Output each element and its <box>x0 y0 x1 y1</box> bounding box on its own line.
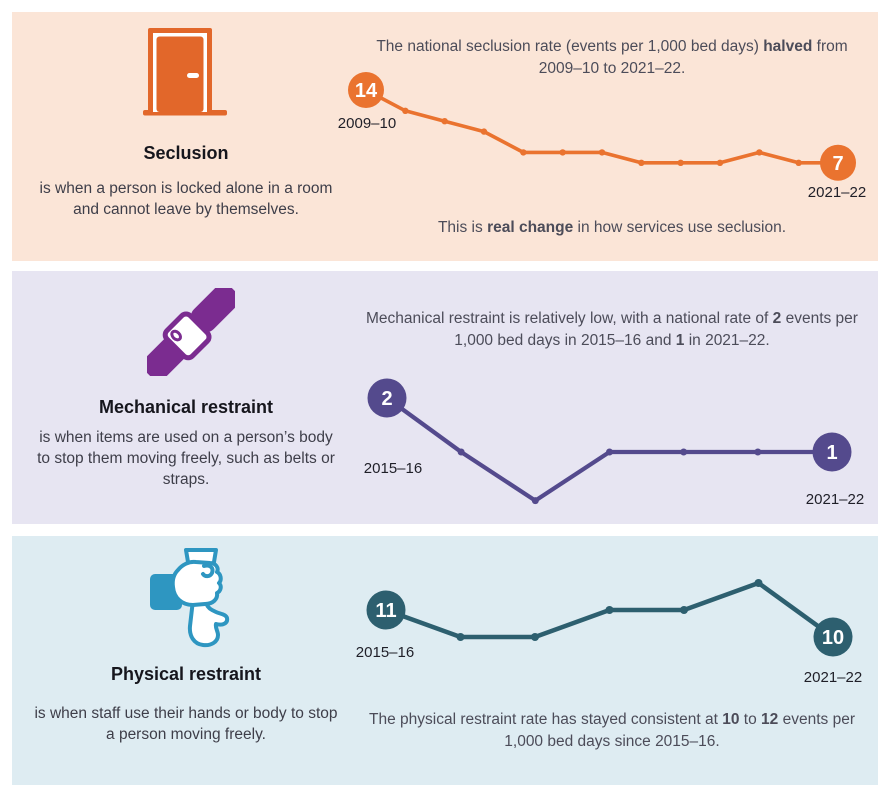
panel-heading: Physical restraint <box>110 664 262 684</box>
panel-heading: Mechanical restraint <box>98 397 274 417</box>
data-point <box>531 497 539 505</box>
physical-restraint-trend-chart: 11 10 2015–16 2021–22 <box>356 579 862 686</box>
panel-description: is when items are used on a person’s bod… <box>37 429 335 488</box>
hand-grip-icon <box>150 548 230 648</box>
data-point <box>441 118 448 125</box>
start-date-label: 2015–16 <box>364 460 422 477</box>
data-point <box>606 448 613 456</box>
panel-description: is when a person is locked alone in a ro… <box>39 180 333 218</box>
data-point <box>638 159 645 166</box>
value-bubble-label: 10 <box>822 627 844 649</box>
data-point <box>456 633 465 641</box>
value-bubble-label: 11 <box>375 600 396 622</box>
data-point <box>680 606 688 614</box>
value-bubble <box>820 144 856 181</box>
chart-caption-top: Mechanical restraint is relatively low, … <box>366 310 858 349</box>
data-point <box>520 149 527 156</box>
data-point <box>559 149 566 156</box>
chart-caption-top: The national seclusion rate (events per … <box>376 38 848 77</box>
value-bubble <box>367 378 407 418</box>
value-bubble-label: 7 <box>832 153 843 175</box>
data-point <box>680 448 688 456</box>
data-point <box>756 149 763 156</box>
value-bubble-label: 14 <box>355 80 378 102</box>
start-date-label: 2009–10 <box>338 115 396 132</box>
door-icon <box>143 28 227 116</box>
gripping-fist <box>170 559 223 607</box>
value-bubble <box>348 72 384 108</box>
seclusion-panel: 14 7 2009–10 2021–22 Seclusion is when a pe… <box>12 12 878 261</box>
data-point <box>754 579 763 587</box>
seclusion-left-column: Seclusion is when a person is locked alo… <box>12 12 360 261</box>
data-point <box>598 149 606 156</box>
data-point <box>677 159 684 166</box>
data-point <box>754 448 762 456</box>
physical-left-column: Physical restraint is when staff use the… <box>12 536 360 785</box>
mechanical-restraint-trend-chart: 2 1 2015–16 2021–22 <box>364 378 864 508</box>
value-bubble <box>813 617 853 657</box>
buckle-slot <box>170 329 182 342</box>
value-bubble <box>812 432 852 472</box>
value-bubble <box>366 590 406 630</box>
value-bubble-label: 1 <box>826 442 837 464</box>
panel-description: is when staff use their hands or body to… <box>34 705 338 743</box>
data-point <box>716 159 724 166</box>
hanging-hand <box>187 598 230 648</box>
door-handle <box>187 73 199 78</box>
physical-restraint-panel: 11 10 2015–16 2021–22 Physical restraint is… <box>12 536 878 785</box>
panel-heading: Seclusion <box>143 143 229 163</box>
data-point <box>480 128 488 135</box>
chart-caption-bottom: This is real change in how services use … <box>437 219 787 236</box>
end-date-label: 2021–22 <box>804 669 862 686</box>
seclusion-trend-chart: 14 7 2009–10 2021–22 <box>338 72 866 201</box>
data-point <box>531 633 539 641</box>
chart-caption-bottom: The physical restraint rate has stayed c… <box>369 711 855 750</box>
mechanical-restraint-panel: 2 1 2015–16 2021–22 Mechanical restraint is… <box>12 271 878 524</box>
value-bubble-label: 2 <box>381 388 392 410</box>
data-point <box>605 606 614 614</box>
data-point <box>457 448 465 456</box>
end-date-label: 2021–22 <box>806 491 864 508</box>
start-date-label: 2015–16 <box>356 644 414 661</box>
data-point <box>402 107 409 115</box>
belt-upper-segment <box>190 288 235 333</box>
mechanical-left-column: Mechanical restraint is when items are u… <box>12 271 360 524</box>
door-panel <box>156 36 204 112</box>
seatbelt-icon <box>147 288 235 376</box>
belt-buckle <box>162 311 212 361</box>
data-point <box>795 159 802 166</box>
end-date-label: 2021–22 <box>808 184 866 201</box>
